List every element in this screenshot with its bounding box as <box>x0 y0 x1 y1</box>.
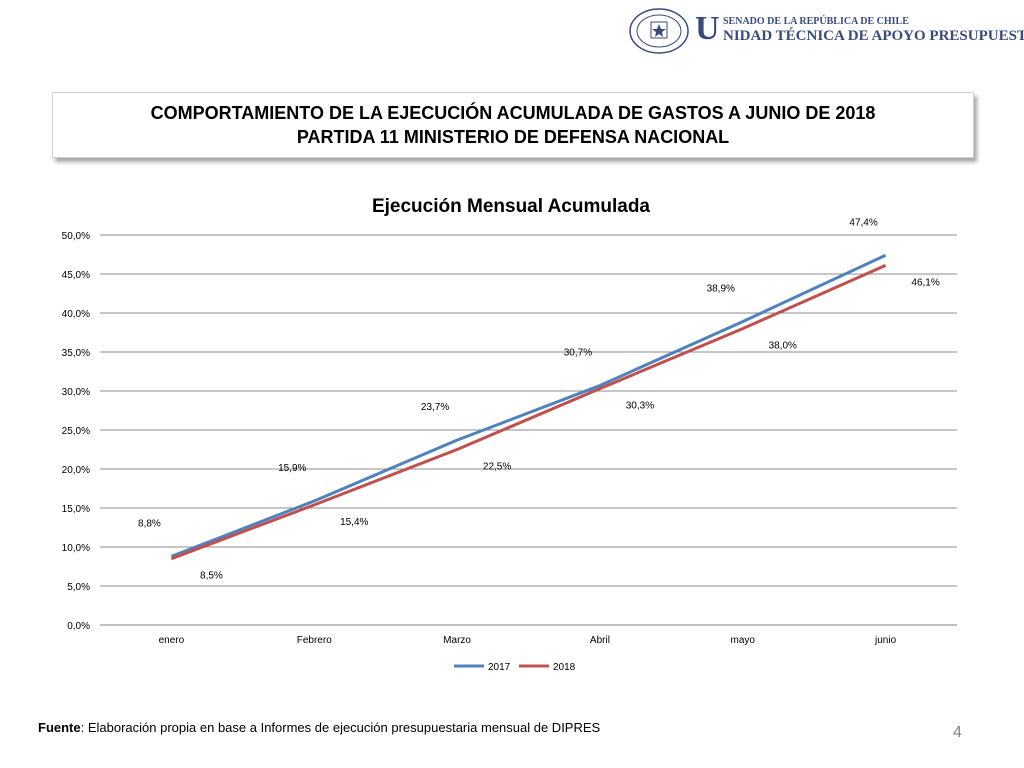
source-text: : Elaboración propia en base a Informes … <box>80 720 601 735</box>
y-tick-label: 45,0% <box>62 270 90 281</box>
data-label-2017: 15,9% <box>278 463 306 474</box>
header-logo: U SENADO DE LA REPÚBLICA DE CHILE NIDAD … <box>625 6 1024 56</box>
y-tick-label: 25,0% <box>62 426 90 437</box>
series-line-2017 <box>170 253 887 558</box>
y-tick-label: 15,0% <box>62 504 90 515</box>
data-label-2018: 46,1% <box>911 277 939 288</box>
x-tick-label: enero <box>159 635 185 646</box>
data-label-2017: 30,7% <box>564 348 592 359</box>
y-tick-label: 50,0% <box>62 231 90 242</box>
data-labels: 8,8% 15,9% 23,7% 30,7% 38,9% 47,4% 8,5% 15,4% 22… <box>138 217 940 581</box>
title-box: COMPORTAMIENTO DE LA EJECUCIÓN ACUMULADA… <box>52 92 974 158</box>
data-label-2017: 38,9% <box>707 284 735 295</box>
legend-label-2018: 2018 <box>553 662 576 673</box>
series-line-2018 <box>170 264 887 561</box>
x-tick-label: Febrero <box>297 635 332 646</box>
y-tick-label: 20,0% <box>62 465 90 476</box>
y-tick-label: 10,0% <box>62 543 90 554</box>
y-tick-label: 5,0% <box>67 582 90 593</box>
page-number: 4 <box>953 724 962 741</box>
data-label-2017: 23,7% <box>421 402 449 413</box>
brand-initial: U <box>695 10 720 47</box>
y-tick-label: 35,0% <box>62 348 90 359</box>
data-label-2018: 8,5% <box>200 571 223 582</box>
data-label-2018: 22,5% <box>483 462 511 473</box>
legend-label-2017: 2017 <box>488 662 511 673</box>
source-label: Fuente <box>38 720 81 735</box>
data-label-2017: 8,8% <box>138 518 161 529</box>
x-axis: enero Febrero Marzo Abril mayo junio <box>159 635 897 646</box>
chart-title: Ejecución Mensual Acumulada <box>372 196 650 217</box>
senado-seal-icon <box>629 8 689 54</box>
slide-title-line1: COMPORTAMIENTO DE LA EJECUCIÓN ACUMULADA… <box>150 103 876 123</box>
x-tick-label: Abril <box>590 635 610 646</box>
x-tick-label: mayo <box>731 635 756 646</box>
x-tick-label: Marzo <box>443 635 471 646</box>
source-note: Fuente: Elaboración propia en base a Inf… <box>38 720 600 735</box>
brand-line1: SENADO DE LA REPÚBLICA DE CHILE <box>723 16 909 27</box>
slide-title-line2: PARTIDA 11 MINISTERIO DE DEFENSA NACIONA… <box>296 127 730 147</box>
brand-line2: NIDAD TÉCNICA DE APOYO PRESUPUESTARIO <box>723 28 1024 44</box>
series-lines <box>170 253 887 561</box>
y-tick-label: 0,0% <box>67 621 90 632</box>
y-tick-label: 30,0% <box>62 387 90 398</box>
data-label-2018: 38,0% <box>769 341 797 352</box>
data-label-2018: 30,3% <box>626 401 654 412</box>
chart-grid <box>100 234 957 626</box>
data-label-2017: 47,4% <box>849 217 877 228</box>
legend: 2017 2018 <box>454 662 576 673</box>
y-tick-label: 40,0% <box>62 309 90 320</box>
line-chart: Ejecución Mensual Acumulada 0,0% 5,0% 10,0… <box>62 196 957 673</box>
data-label-2018: 15,4% <box>340 517 368 528</box>
x-tick-label: junio <box>874 635 897 646</box>
y-axis: 0,0% 5,0% 10,0% 15,0% 20,0% 25,0% 30,0% 35,0% 40… <box>62 231 90 632</box>
